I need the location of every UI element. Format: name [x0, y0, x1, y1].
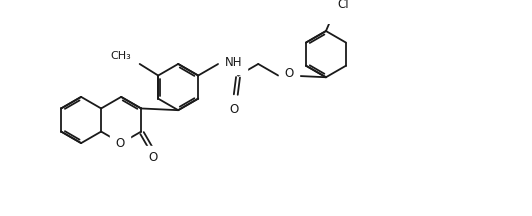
Text: O: O — [148, 151, 157, 164]
Text: Cl: Cl — [337, 0, 349, 11]
Text: CH₃: CH₃ — [110, 51, 131, 61]
Text: O: O — [229, 103, 238, 116]
Text: O: O — [115, 137, 125, 150]
Text: NH: NH — [225, 56, 242, 69]
Text: O: O — [285, 67, 294, 80]
